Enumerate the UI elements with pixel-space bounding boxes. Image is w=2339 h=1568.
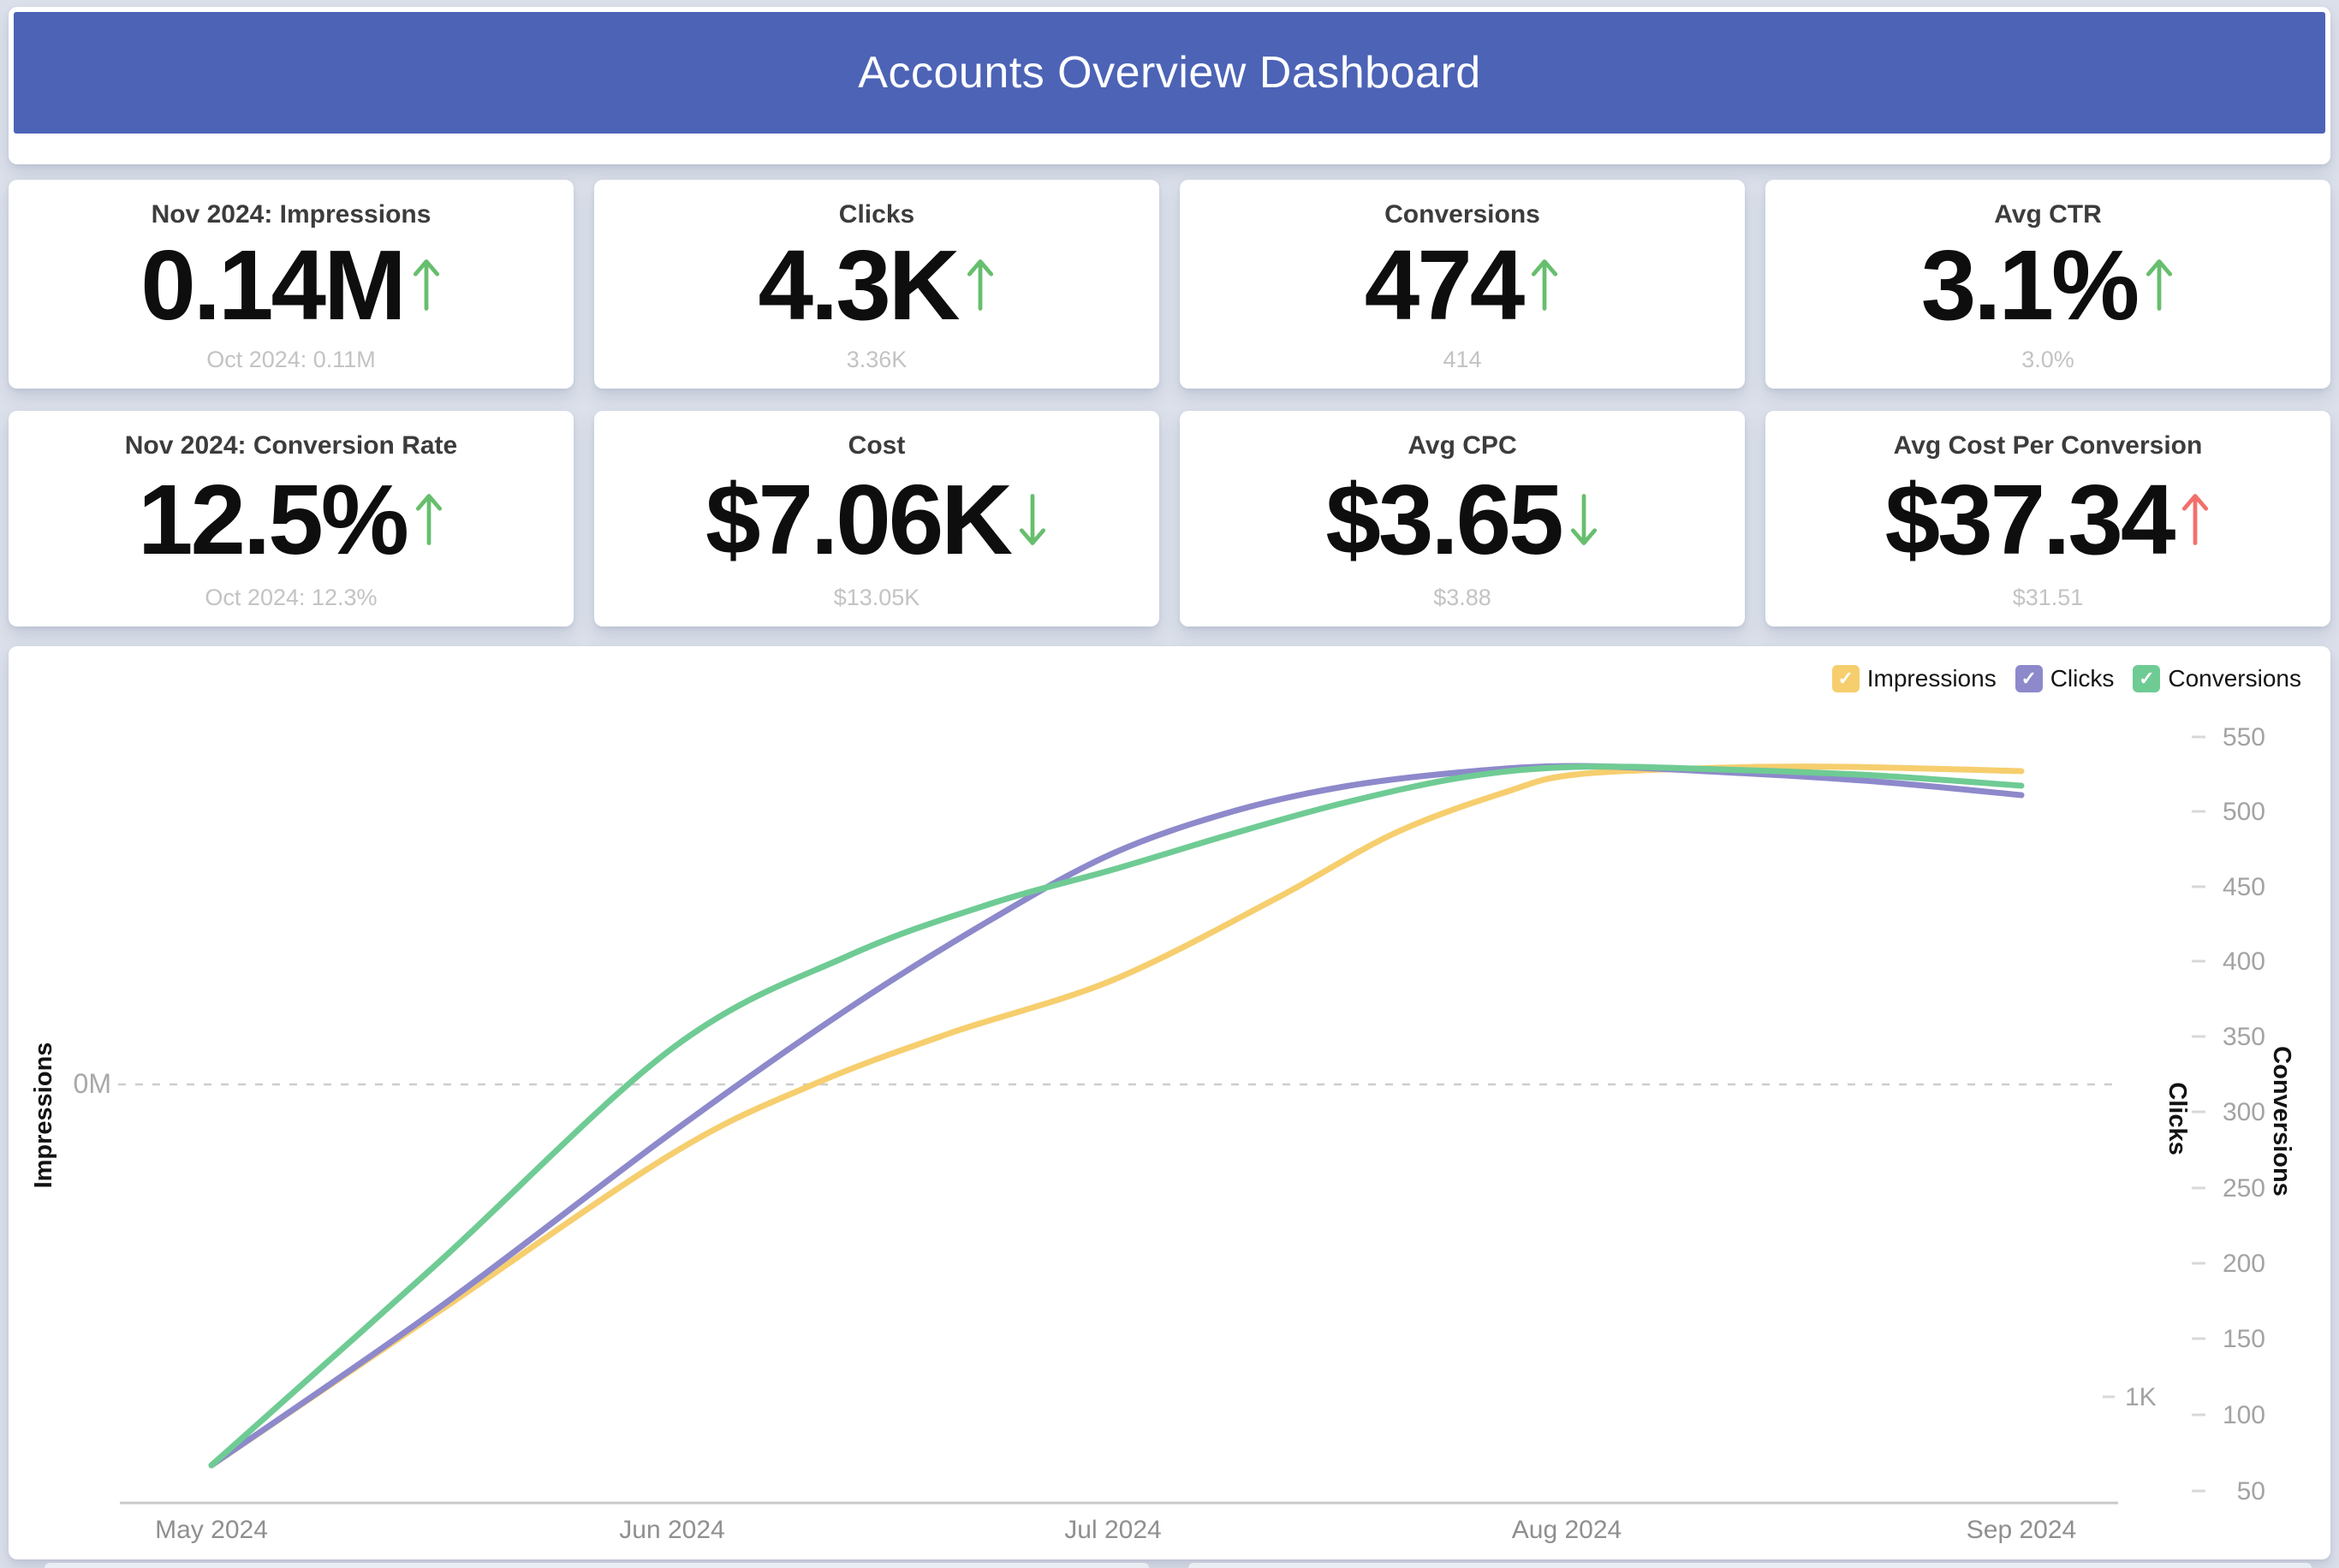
kpi-value-row: 12.5%: [138, 462, 444, 577]
y-axis-tick-label: 100: [2223, 1401, 2265, 1429]
checkbox-checked-icon[interactable]: ✓: [2133, 665, 2161, 692]
y-axis-tick-label: 350: [2223, 1023, 2265, 1051]
y-axis-tick-label: 550: [2223, 723, 2265, 751]
legend-item-clicks[interactable]: ✓ Clicks: [2015, 665, 2115, 692]
legend-label: Conversions: [2168, 665, 2301, 692]
kpi-previous-value: 3.0%: [2021, 347, 2074, 372]
legend-item-impressions[interactable]: ✓ Impressions: [1831, 665, 1997, 692]
kpi-value: $3.65: [1325, 463, 1563, 575]
kpi-value-row: 3.1%: [1921, 228, 2175, 342]
kpi-previous-value: 3.36K: [846, 347, 908, 372]
kpi-previous-value: $3.88: [1433, 585, 1491, 610]
kpi-label: Avg CTR: [1994, 200, 2102, 229]
kpi-label: Cost: [848, 431, 906, 460]
checkbox-checked-icon[interactable]: ✓: [1831, 665, 1860, 692]
clicks-axis-tick-label: 1K: [2125, 1383, 2157, 1411]
kpi-value: $37.34: [1884, 463, 2176, 575]
page-title: Accounts Overview Dashboard: [858, 48, 1481, 98]
kpi-card-avg-cost-per-conversion: Avg Cost Per Conversion $37.34 $31.51: [1765, 411, 2330, 627]
legend-label: Clicks: [2050, 665, 2115, 692]
next-row-card-peek: [45, 1563, 1149, 1568]
chart-legend: ✓ Impressions ✓ Clicks ✓ Conversions: [1831, 665, 2301, 692]
checkbox-checked-icon[interactable]: ✓: [2015, 665, 2043, 692]
trend-down-icon: [1570, 493, 1597, 545]
kpi-value: 3.1%: [1920, 229, 2140, 341]
trend-up-icon: [415, 493, 443, 545]
kpi-label: Clicks: [838, 200, 915, 229]
conversions-line: [208, 763, 2025, 1469]
trend-down-icon: [1019, 493, 1046, 545]
x-axis-label: Jun 2024: [619, 1516, 724, 1544]
conversions-axis-title: Conversions: [2268, 1046, 2295, 1197]
kpi-card-impressions: Nov 2024: Impressions 0.14M Oct 2024: 0.…: [9, 180, 574, 389]
legend-label: Impressions: [1866, 665, 1997, 692]
y-axis-tick-label: 450: [2223, 873, 2265, 901]
legend-item-conversions[interactable]: ✓ Conversions: [2133, 665, 2301, 692]
kpi-card-conversion-rate: Nov 2024: Conversion Rate 12.5% Oct 2024…: [9, 411, 574, 627]
trend-up-icon: [1532, 258, 1558, 311]
kpi-value-row: $7.06K: [705, 462, 1048, 577]
time-series-chart-card: May 2024 Jun 2024 Jul 2024 Aug 2024 Sep …: [9, 646, 2330, 1559]
kpi-previous-value: Oct 2024: 0.11M: [206, 347, 376, 372]
trend-chart: May 2024 Jun 2024 Jul 2024 Aug 2024 Sep …: [30, 723, 2295, 1544]
trend-up-icon: [2182, 493, 2209, 545]
kpi-previous-value: $31.51: [2012, 585, 2084, 610]
kpi-label: Avg Cost Per Conversion: [1893, 431, 2203, 460]
kpi-value: 12.5%: [138, 463, 409, 575]
kpi-previous-value: Oct 2024: 12.3%: [205, 585, 378, 610]
y-axis-tick-label: 400: [2223, 947, 2265, 976]
x-axis-label: Aug 2024: [1512, 1516, 1622, 1544]
kpi-card-clicks: Clicks 4.3K 3.36K: [594, 180, 1159, 389]
trend-up-icon: [413, 258, 439, 311]
kpi-value: 4.3K: [758, 229, 960, 341]
kpi-value: 0.14M: [140, 229, 406, 341]
impressions-axis-title: Impressions: [30, 1042, 57, 1189]
x-axis-label: Sep 2024: [1967, 1516, 2076, 1544]
impressions-axis-tick-label: 0M: [74, 1068, 111, 1099]
trend-up-icon: [967, 258, 993, 311]
kpi-previous-value: $13.05K: [833, 585, 920, 610]
kpi-label: Nov 2024: Conversion Rate: [124, 431, 458, 460]
kpi-grid: Nov 2024: Impressions 0.14M Oct 2024: 0.…: [9, 180, 2330, 627]
kpi-card-conversions: Conversions 474 414: [1180, 180, 1745, 389]
clicks-axis-title: Clicks: [2163, 1082, 2191, 1155]
kpi-label: Conversions: [1384, 200, 1540, 229]
kpi-value: $7.06K: [705, 463, 1013, 575]
y-axis-tick-label: 150: [2223, 1325, 2265, 1353]
kpi-label: Nov 2024: Impressions: [151, 200, 431, 229]
y-axis-tick-label: 50: [2237, 1477, 2265, 1506]
kpi-card-cost: Cost $7.06K $13.05K: [594, 411, 1159, 627]
kpi-value: 474: [1364, 229, 1526, 341]
trend-up-icon: [2146, 258, 2173, 311]
kpi-value-row: 4.3K: [758, 228, 995, 342]
y-axis-tick-label: 300: [2223, 1098, 2265, 1126]
y-axis-tick-label: 500: [2223, 798, 2265, 826]
y-axis-tick-label: 200: [2223, 1250, 2265, 1278]
x-axis-label: Jul 2024: [1064, 1516, 1161, 1544]
kpi-card-avg-cpc: Avg CPC $3.65 $3.88: [1180, 411, 1745, 627]
header-title-bar: Accounts Overview Dashboard: [14, 12, 2325, 134]
kpi-previous-value: 414: [1443, 347, 1482, 372]
kpi-value-row: $37.34: [1885, 462, 2211, 577]
kpi-value-row: 0.14M: [140, 228, 441, 342]
header-card: Accounts Overview Dashboard: [9, 7, 2330, 164]
kpi-card-avg-ctr: Avg CTR 3.1% 3.0%: [1765, 180, 2330, 389]
kpi-label: Avg CPC: [1408, 431, 1517, 460]
kpi-value-row: $3.65: [1325, 462, 1598, 577]
y-axis-tick-label: 250: [2223, 1174, 2265, 1203]
kpi-value-row: 474: [1365, 228, 1561, 342]
x-axis-label: May 2024: [155, 1516, 268, 1544]
next-row-card-peek: [1188, 1563, 2312, 1568]
